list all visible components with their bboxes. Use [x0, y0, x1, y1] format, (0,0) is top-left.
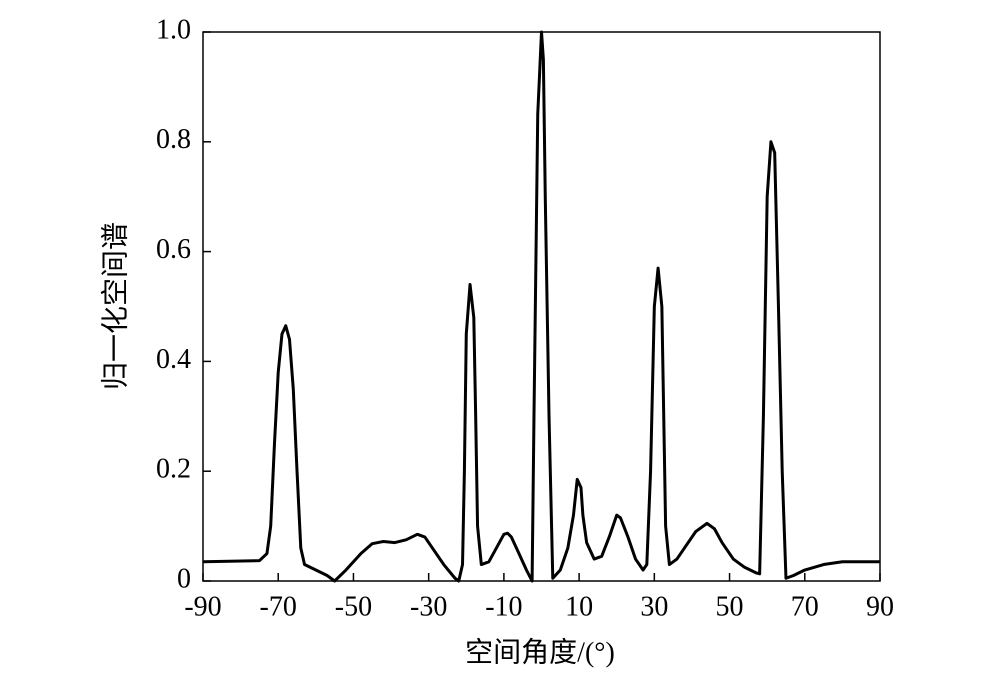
- y-tick-label: 0.8: [156, 124, 191, 155]
- y-tick-label: 0.6: [156, 234, 191, 265]
- x-tick-label: -70: [260, 591, 297, 622]
- y-tick-label: 0.4: [156, 344, 191, 375]
- x-tick-label: -10: [485, 591, 522, 622]
- x-tick-label: -90: [184, 591, 221, 622]
- y-tick-label: 0.2: [156, 454, 191, 485]
- x-tick-label: 30: [640, 591, 668, 622]
- x-tick-label: 10: [565, 591, 593, 622]
- x-tick-label: 70: [791, 591, 819, 622]
- y-tick-label: 1.0: [156, 14, 191, 45]
- y-axis-label: 归一化空间谱: [99, 222, 131, 390]
- x-axis-label: 空间角度/(°): [465, 636, 615, 668]
- x-tick-label: 50: [716, 591, 744, 622]
- x-tick-label: -30: [410, 591, 447, 622]
- y-tick-label: 0: [177, 563, 191, 594]
- data-line: [202, 30, 880, 583]
- x-tick-label: 90: [866, 591, 894, 622]
- x-tick-label: -50: [335, 591, 372, 622]
